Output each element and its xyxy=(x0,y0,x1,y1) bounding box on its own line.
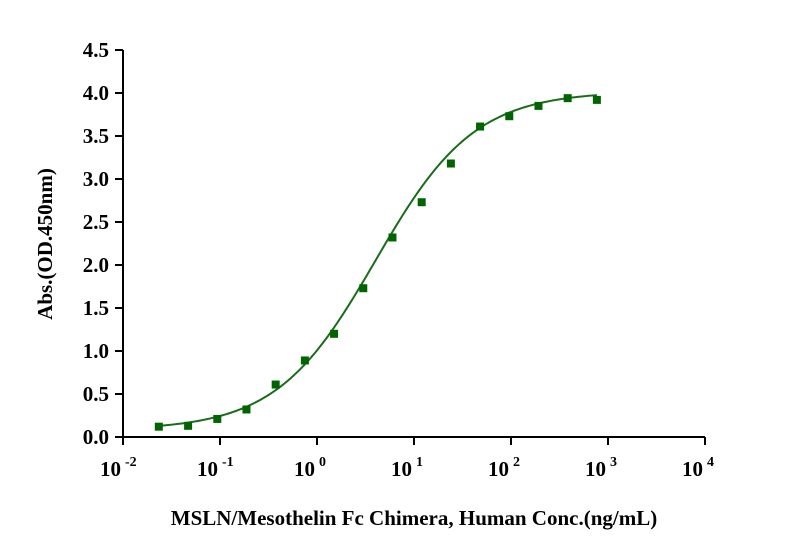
x-tick-label: 10 0 xyxy=(294,455,326,481)
data-point xyxy=(388,233,397,242)
data-point xyxy=(476,122,485,131)
y-tick-label: 0.5 xyxy=(83,382,109,406)
y-tick-label: 3.5 xyxy=(83,124,109,148)
data-point xyxy=(592,95,601,104)
x-tick-label: 10 4 xyxy=(682,455,714,481)
x-tick-exponent: 4 xyxy=(707,455,714,470)
data-point xyxy=(184,421,193,430)
x-tick-base: 10 xyxy=(391,457,412,481)
x-tick-exponent: 0 xyxy=(319,455,326,470)
data-point xyxy=(359,284,368,293)
fit-curve xyxy=(158,94,597,427)
x-tick-base: 10 xyxy=(100,457,121,481)
x-tick-base: 10 xyxy=(682,457,703,481)
x-tick-exponent: -2 xyxy=(125,455,137,470)
y-tick-label: 4.5 xyxy=(83,38,109,62)
data-point xyxy=(505,112,514,121)
y-tick-label: 2.5 xyxy=(83,210,109,234)
x-tick-base: 10 xyxy=(294,457,315,481)
data-point xyxy=(271,380,280,389)
data-point xyxy=(446,159,455,168)
y-axis-title: Abs.(OD.450nm) xyxy=(33,168,57,320)
data-point xyxy=(213,414,222,423)
data-point xyxy=(242,405,251,414)
y-tick-label: 1.0 xyxy=(83,339,109,363)
data-point xyxy=(563,94,572,103)
x-axis-title: MSLN/Mesothelin Fc Chimera, Human Conc.(… xyxy=(171,506,657,530)
data-point xyxy=(417,198,426,207)
y-tick-label: 4.0 xyxy=(83,81,109,105)
x-tick-label: 10 3 xyxy=(585,455,617,481)
y-ticks: 0.0 0.5 1.0 1.5 2.0 2.5 3.0 3.5 4.0 4.5 xyxy=(83,38,123,449)
axes xyxy=(122,50,705,438)
data-point xyxy=(154,422,163,431)
x-tick-exponent: 3 xyxy=(610,455,617,470)
data-point xyxy=(330,329,339,338)
data-point xyxy=(300,356,309,365)
x-tick-exponent: 2 xyxy=(513,455,520,470)
x-tick-exponent: 1 xyxy=(416,455,423,470)
data-points xyxy=(154,94,601,431)
x-tick-base: 10 xyxy=(197,457,218,481)
y-tick-label: 1.5 xyxy=(83,296,109,320)
x-tick-base: 10 xyxy=(488,457,509,481)
x-tick-label: 10 1 xyxy=(391,455,423,481)
x-tick-label: 10 -1 xyxy=(197,455,234,481)
x-tick-base: 10 xyxy=(585,457,606,481)
y-tick-label: 2.0 xyxy=(83,253,109,277)
x-tick-label: 10 -2 xyxy=(100,455,137,481)
x-ticks: 10 -2 10 -1 10 0 10 1 10 2 10 3 10 4 xyxy=(100,437,714,481)
y-tick-label: 0.0 xyxy=(83,425,109,449)
y-tick-label: 3.0 xyxy=(83,167,109,191)
data-point xyxy=(534,101,543,110)
x-tick-label: 10 2 xyxy=(488,455,520,481)
x-tick-exponent: -1 xyxy=(222,455,234,470)
